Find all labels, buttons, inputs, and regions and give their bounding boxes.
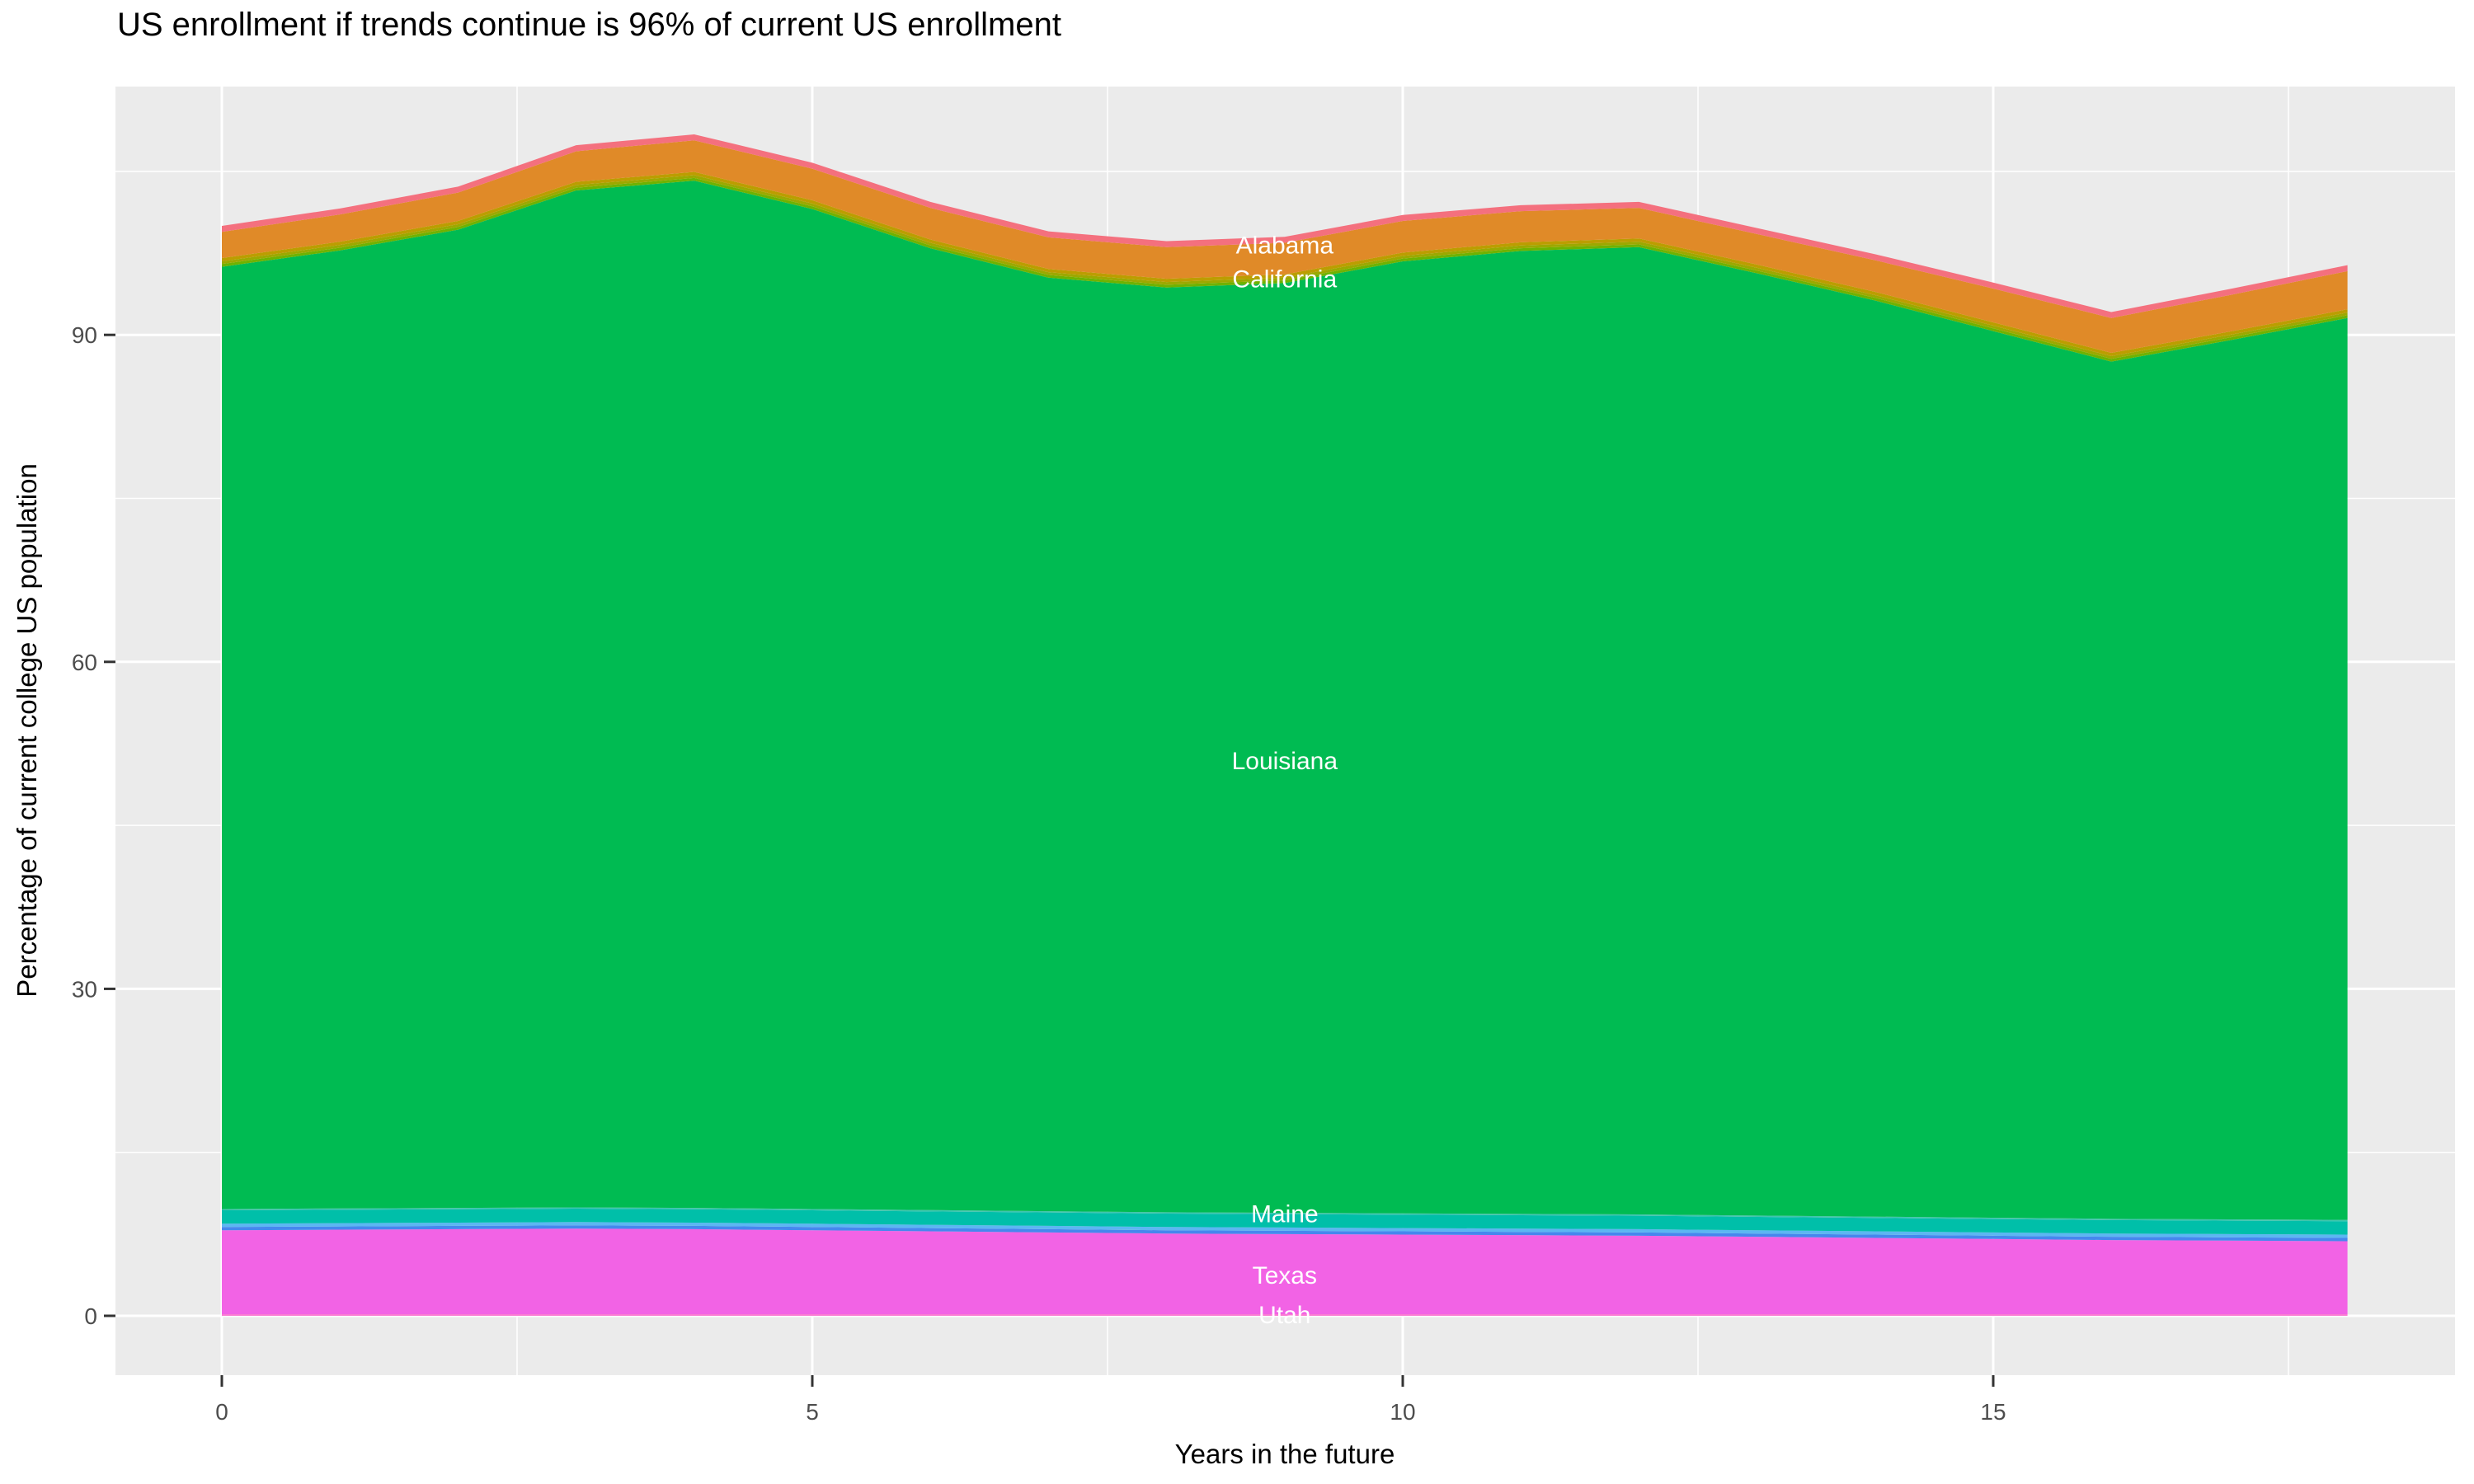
area-maine-top-edge (222, 1207, 2348, 1222)
chart-title: US enrollment if trends continue is 96% … (117, 7, 1061, 43)
x-axis-title: Years in the future (1175, 1439, 1395, 1469)
area-label-utah: Utah (1258, 1302, 1310, 1329)
x-tick-label: 15 (1980, 1399, 2006, 1425)
area-label-california: California (1232, 265, 1337, 293)
y-tick-label: 0 (84, 1303, 97, 1329)
area-maine (222, 1209, 2348, 1235)
area-other-states-blue-light (222, 1222, 2348, 1238)
y-tick-label: 30 (72, 976, 97, 1002)
area-label-maine: Maine (1251, 1201, 1319, 1228)
area-louisiana (222, 181, 2348, 1220)
area-texas (222, 1228, 2348, 1315)
area-label-louisiana: Louisiana (1232, 748, 1338, 775)
area-other-states-bottom-sliver (222, 1314, 2348, 1316)
x-tick-label: 0 (215, 1399, 228, 1425)
area-california (222, 140, 2348, 354)
area-label-alabama: Alabama (1236, 232, 1334, 259)
y-axis-title: Percentage of current college US populat… (12, 463, 42, 998)
area-label-texas: Texas (1253, 1262, 1317, 1289)
x-tick-label: 5 (806, 1399, 819, 1425)
y-tick-label: 60 (72, 650, 97, 675)
area-other-states-blue-dark (222, 1225, 2348, 1242)
x-tick-label: 10 (1390, 1399, 1415, 1425)
y-tick-label: 90 (72, 322, 97, 348)
